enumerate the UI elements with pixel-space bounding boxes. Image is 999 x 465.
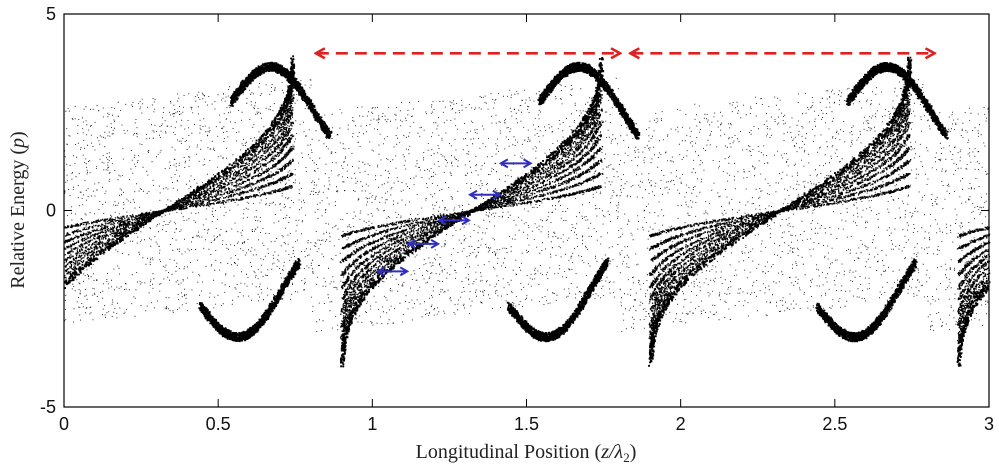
- y-tick-label: 0: [46, 201, 56, 221]
- x-tick-label: 1.5: [514, 414, 539, 434]
- x-axis-title: Longitudinal Position (z/λ2): [416, 441, 637, 465]
- y-axis-title: Relative Energy (p): [7, 131, 29, 288]
- x-tick-label: 0: [59, 414, 69, 434]
- annotation-layer: [317, 53, 934, 271]
- x-tick-label: 1: [367, 414, 377, 434]
- plot-area-background: [64, 14, 989, 407]
- y-tick-label: 5: [46, 4, 56, 24]
- x-tick-label: 0.5: [206, 414, 231, 434]
- x-tick-label: 2: [676, 414, 686, 434]
- x-tick-label: 3: [984, 414, 994, 434]
- tick-layer: 0 0.5 1 1.5 2 2.5 3-505: [40, 4, 994, 434]
- x-tick-label: 2.5: [822, 414, 847, 434]
- y-tick-label: -5: [40, 397, 56, 417]
